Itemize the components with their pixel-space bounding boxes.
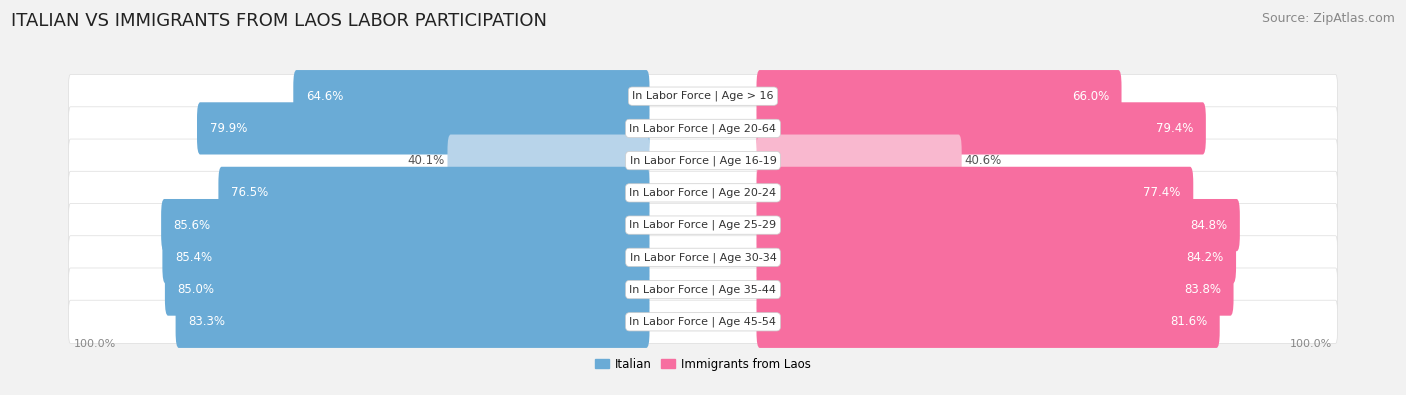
Text: 84.2%: 84.2% [1187,251,1223,264]
Text: 40.1%: 40.1% [408,154,444,167]
FancyBboxPatch shape [69,139,1337,182]
Text: ITALIAN VS IMMIGRANTS FROM LAOS LABOR PARTICIPATION: ITALIAN VS IMMIGRANTS FROM LAOS LABOR PA… [11,12,547,30]
Text: 85.4%: 85.4% [174,251,212,264]
Text: In Labor Force | Age 20-24: In Labor Force | Age 20-24 [630,188,776,198]
FancyBboxPatch shape [756,231,1236,284]
FancyBboxPatch shape [69,203,1337,247]
FancyBboxPatch shape [756,102,1206,154]
Text: In Labor Force | Age 35-44: In Labor Force | Age 35-44 [630,284,776,295]
Text: 100.0%: 100.0% [1291,339,1333,349]
FancyBboxPatch shape [162,231,650,284]
FancyBboxPatch shape [756,199,1240,251]
FancyBboxPatch shape [69,268,1337,311]
Text: 85.6%: 85.6% [174,218,211,231]
Text: In Labor Force | Age 30-34: In Labor Force | Age 30-34 [630,252,776,263]
FancyBboxPatch shape [197,102,650,154]
Text: 81.6%: 81.6% [1170,315,1208,328]
FancyBboxPatch shape [69,75,1337,118]
Text: 77.4%: 77.4% [1143,186,1181,199]
FancyBboxPatch shape [69,236,1337,279]
FancyBboxPatch shape [165,263,650,316]
FancyBboxPatch shape [69,107,1337,150]
Text: Source: ZipAtlas.com: Source: ZipAtlas.com [1261,12,1395,25]
Legend: Italian, Immigrants from Laos: Italian, Immigrants from Laos [591,353,815,375]
Text: 79.4%: 79.4% [1156,122,1194,135]
FancyBboxPatch shape [162,199,650,251]
Text: 83.8%: 83.8% [1184,283,1220,296]
Text: 66.0%: 66.0% [1071,90,1109,103]
Text: In Labor Force | Age 20-64: In Labor Force | Age 20-64 [630,123,776,134]
FancyBboxPatch shape [294,70,650,122]
FancyBboxPatch shape [447,135,650,187]
Text: In Labor Force | Age > 16: In Labor Force | Age > 16 [633,91,773,102]
Text: 100.0%: 100.0% [73,339,115,349]
FancyBboxPatch shape [756,263,1233,316]
FancyBboxPatch shape [756,167,1194,219]
Text: 83.3%: 83.3% [188,315,225,328]
FancyBboxPatch shape [756,135,962,187]
Text: In Labor Force | Age 45-54: In Labor Force | Age 45-54 [630,316,776,327]
Text: 85.0%: 85.0% [177,283,215,296]
Text: 64.6%: 64.6% [307,90,343,103]
FancyBboxPatch shape [69,171,1337,214]
FancyBboxPatch shape [756,70,1122,122]
FancyBboxPatch shape [218,167,650,219]
Text: 79.9%: 79.9% [209,122,247,135]
Text: 76.5%: 76.5% [231,186,269,199]
Text: In Labor Force | Age 16-19: In Labor Force | Age 16-19 [630,155,776,166]
FancyBboxPatch shape [176,296,650,348]
Text: 40.6%: 40.6% [965,154,1002,167]
FancyBboxPatch shape [756,296,1219,348]
Text: In Labor Force | Age 25-29: In Labor Force | Age 25-29 [630,220,776,230]
Text: 84.8%: 84.8% [1189,218,1227,231]
FancyBboxPatch shape [69,300,1337,343]
